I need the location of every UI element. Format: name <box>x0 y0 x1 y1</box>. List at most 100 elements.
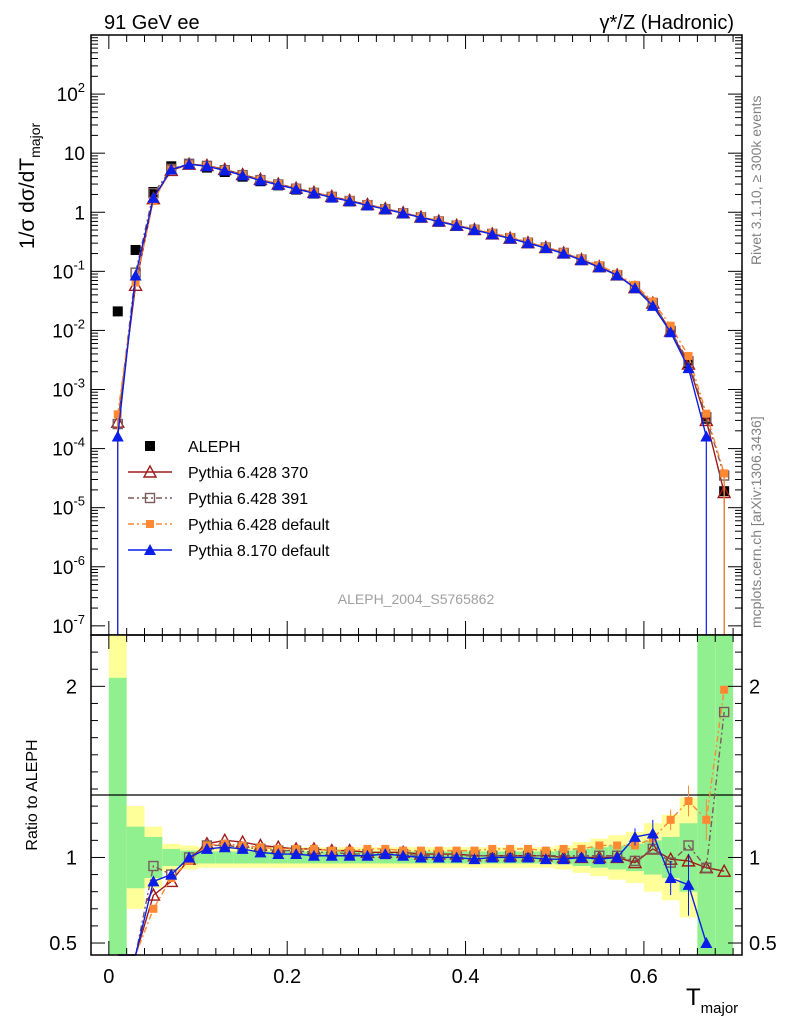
band-inner-bin <box>126 826 145 889</box>
x-label-text: T <box>686 984 701 1011</box>
legend-entry: Pythia 6.428 default <box>128 517 330 534</box>
data-point <box>702 409 711 418</box>
tick-base: 10 <box>52 617 73 638</box>
band-inner-bin <box>198 851 216 864</box>
data-point <box>628 282 641 294</box>
ratio-point <box>595 841 604 850</box>
data-point <box>111 430 124 442</box>
data-point <box>539 242 552 254</box>
ratio-point <box>272 848 285 860</box>
ratio-point <box>309 844 318 853</box>
ratio-y-tick-label-left: 1 <box>66 847 77 869</box>
main-y-tick-label: 10-4 <box>52 435 85 461</box>
tick-base: 10 <box>52 321 73 342</box>
ratio-y-axis-label: Ratio to ALEPH <box>24 739 41 850</box>
ratio-point <box>200 842 213 854</box>
ratio-point <box>521 851 534 863</box>
ratio-y-tick-label-right: 0.5 <box>749 933 777 955</box>
analysis-label: ALEPH_2004_S5765862 <box>338 591 495 607</box>
data-point <box>646 299 659 311</box>
ratio-series-group <box>117 685 732 956</box>
legend-label: Pythia 6.428 391 <box>188 491 308 508</box>
ratio-point <box>504 851 517 863</box>
tick-exponent: -2 <box>73 316 85 331</box>
main-y-tick-label: 10-5 <box>52 494 85 520</box>
data-point <box>290 183 303 195</box>
rivet-label: Rivet 3.1.10, ≥ 300k events <box>748 95 764 265</box>
ratio-point <box>414 851 427 863</box>
legend-label: Pythia 8.170 default <box>188 543 330 560</box>
x-tick-label: 0.4 <box>452 966 480 988</box>
ratio-y-tick-label-right: 2 <box>749 676 760 698</box>
ratio-point <box>363 844 372 853</box>
series-pythia-6-428-370 <box>110 156 732 635</box>
legend-entry: Pythia 8.170 default <box>128 543 330 560</box>
legend-marker <box>142 464 158 478</box>
ratio-point <box>470 846 479 855</box>
ratio-line <box>117 832 707 956</box>
ratio-point <box>539 853 552 865</box>
ratio-point <box>683 840 694 851</box>
data-point <box>379 203 392 215</box>
band-inner-bin <box>144 836 163 878</box>
data-point <box>720 469 729 478</box>
ratio-series-pythia-6-428-391 <box>117 706 730 956</box>
ratio-line <box>117 711 725 956</box>
ratio-point <box>343 849 356 861</box>
data-point <box>468 224 481 236</box>
data-point <box>130 244 141 255</box>
ratio-point <box>452 846 461 855</box>
band-inner-bin <box>162 848 181 867</box>
ratio-point <box>559 844 568 853</box>
main-y-label-text: 1/σ dσ/dT <box>16 158 39 249</box>
x-label-sub: major <box>701 1000 739 1017</box>
data-point <box>218 164 231 176</box>
legend-entry: Pythia 6.428 391 <box>128 491 308 508</box>
series-line <box>117 163 708 437</box>
ratio-series-pythia-6-428-default <box>117 685 729 956</box>
ratio-point <box>700 937 713 949</box>
ratio-point <box>149 904 158 913</box>
data-point <box>700 430 713 442</box>
data-point <box>450 219 463 231</box>
process-title: γ*/Z (Hadronic) <box>600 12 734 34</box>
data-point <box>272 178 285 190</box>
data-point <box>183 158 196 170</box>
data-point <box>129 269 142 281</box>
band-inner-bin <box>215 851 234 864</box>
data-point <box>432 215 445 227</box>
data-point <box>165 163 178 175</box>
series-pythia-6-428-391 <box>112 158 730 635</box>
tick-exponent: -6 <box>73 553 85 568</box>
ratio-point <box>325 849 338 861</box>
ratio-point <box>629 855 641 867</box>
data-point <box>682 362 695 374</box>
data-point <box>397 207 410 219</box>
data-point <box>521 237 534 249</box>
data-point <box>307 187 320 199</box>
tick-base: 10 <box>52 558 73 579</box>
tick-exponent: -7 <box>73 612 85 627</box>
ratio-point <box>361 849 374 861</box>
legend-entry: ALEPH <box>145 439 240 456</box>
main-y-tick-label: 10-2 <box>52 316 85 342</box>
data-point <box>684 351 693 360</box>
ratio-point <box>613 841 622 850</box>
ratio-point <box>523 844 532 853</box>
data-point <box>414 211 427 223</box>
ratio-point <box>627 855 643 869</box>
tick-base: 10 <box>52 440 73 461</box>
ratio-point <box>468 853 481 865</box>
band-inner-bin <box>108 677 127 955</box>
tick-base: 10 <box>57 85 78 106</box>
ratio-point <box>506 844 515 853</box>
band-inner-bin <box>251 851 270 864</box>
ratio-point <box>148 860 159 872</box>
ratio-point <box>397 849 410 861</box>
legend-marker <box>146 520 154 528</box>
data-point <box>325 191 338 203</box>
legend-label: Pythia 6.428 default <box>188 517 330 534</box>
ratio-point <box>218 841 231 853</box>
